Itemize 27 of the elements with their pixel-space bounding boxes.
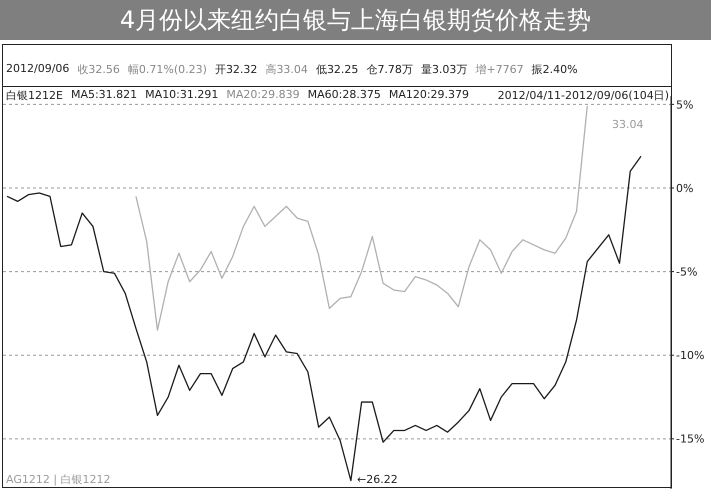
y-tick-label: -15% [676,432,704,446]
text: 幅0.71%(0.23) [128,62,207,77]
annotation: 2012/04/11-2012/09/06(104日) [498,88,669,103]
y-tick-label: -5% [676,266,698,278]
annotation: MA5:31.821 [70,88,138,103]
y-tick-label: 0% [676,182,694,195]
text: 振2.40% [532,62,578,77]
y-tick-label: 5% [676,98,694,112]
line-series [135,105,588,331]
annotation: MA10:31.291 [145,88,218,103]
text: 开32.32 [214,62,258,77]
annotation: 33.04 [612,118,644,131]
annotation: MA120:29.379 [388,88,470,103]
text: 2012/09/06 [6,62,70,77]
text: 量3.03万 [420,62,468,77]
y-tick-label: -10% [676,349,704,362]
text: 收32.56 [77,62,120,77]
annotation: MA60:28.375 [308,88,381,103]
text: 低32.25 [316,62,358,77]
annotation: MA20:29.839 [226,88,300,103]
text: 高33.04 [265,62,308,77]
text: 增+7767 [475,62,524,77]
annotation: 白银1212E [6,88,63,103]
annotation: ←26.22 [357,473,398,486]
chart-title: 4月份以来纽约白银与上海白银期货价格走势 [0,0,711,40]
text: 仓7.78万 [366,62,413,77]
annotation: AG1212 | 白银1212 [6,472,111,487]
